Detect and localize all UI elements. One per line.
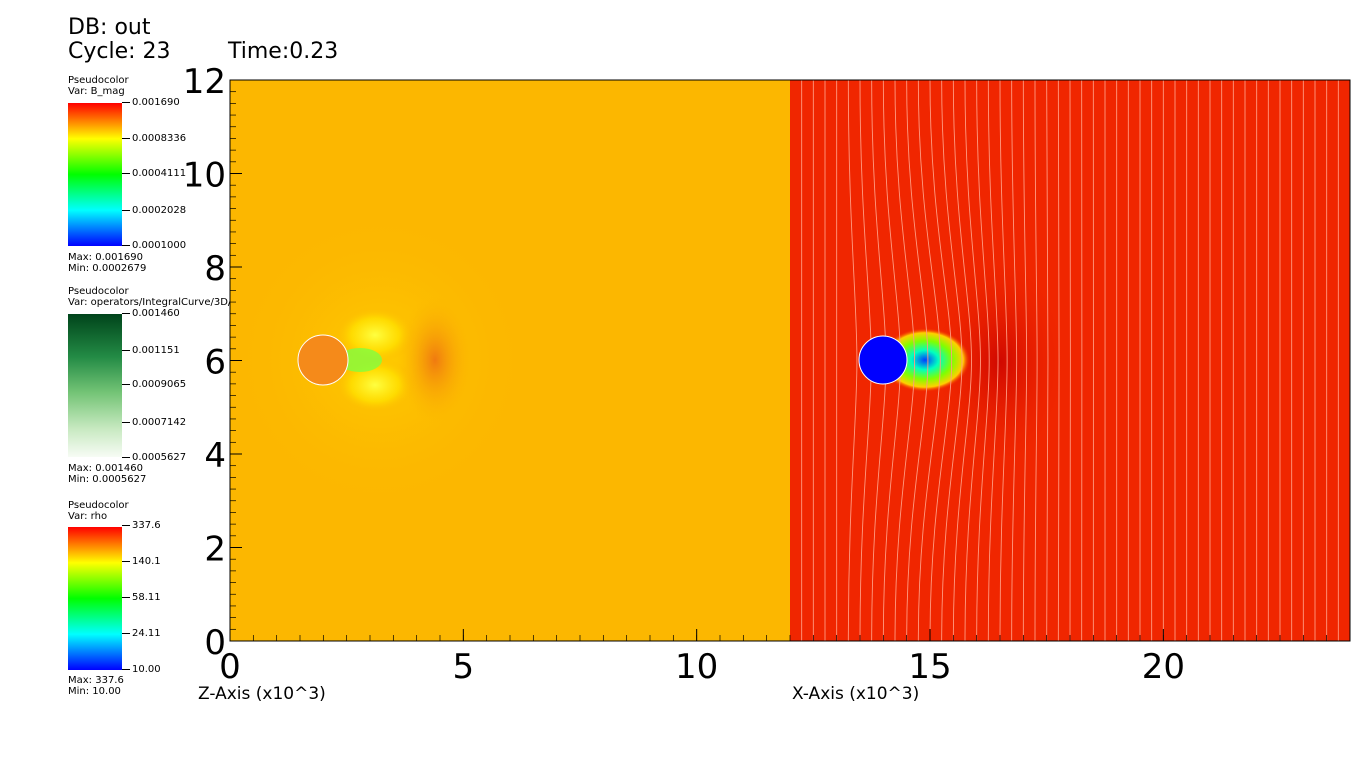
left-orange-lobe	[397, 295, 473, 425]
right-obstacle	[858, 335, 908, 385]
legend-tick: 10.00	[122, 665, 161, 675]
legend-min: Min: 0.0005627	[68, 474, 147, 485]
cycle-label: Cycle: 23	[68, 39, 171, 64]
legend-tick: 0.001460	[122, 309, 180, 319]
legend-max: Max: 0.001690	[68, 252, 143, 263]
streamline	[906, 80, 929, 641]
x-tick-label: 15	[908, 647, 951, 687]
y-tick-label: 4	[204, 436, 226, 476]
left-wake-core	[338, 348, 382, 372]
legend-min: Min: 10.00	[68, 686, 121, 697]
legend-plot-type: Pseudocolor	[68, 500, 129, 511]
legend-max: Max: 337.6	[68, 675, 124, 686]
streamline	[1046, 80, 1049, 641]
legend-min: Min: 0.0002679	[68, 263, 147, 274]
y-tick-label: 0	[204, 623, 226, 663]
streamline	[1022, 80, 1028, 641]
streamline	[987, 80, 999, 641]
streamline	[847, 80, 858, 641]
legend-tick: 0.0007142	[122, 418, 186, 428]
database-label: DB: out	[68, 15, 151, 40]
x-axis-label-right: X-Axis (x10^3)	[792, 684, 919, 704]
streamline	[894, 80, 915, 641]
streamline	[941, 80, 963, 641]
streamline	[1034, 80, 1038, 641]
legend-tick: 0.0009065	[122, 380, 186, 390]
legend-var: Var: B_mag	[68, 86, 125, 97]
legend-tick: 0.001151	[122, 346, 180, 356]
x-tick-label: 5	[453, 647, 475, 687]
streamline	[929, 80, 953, 641]
legend-plot-type: Pseudocolor	[68, 75, 129, 86]
legend-tick: 0.0004111	[122, 169, 186, 179]
y-tick-label: 12	[183, 62, 226, 102]
legend-var: Var: rho	[68, 511, 108, 522]
legend-tick: 0.001690	[122, 98, 180, 108]
legend-tick: 0.0008336	[122, 134, 186, 144]
y-tick-label: 6	[204, 343, 226, 383]
legend-plot-type: Pseudocolor	[68, 286, 129, 297]
y-tick-label: 10	[183, 156, 226, 196]
time-label: Time:0.23	[228, 39, 339, 64]
legend-tick: 0.0002028	[122, 206, 186, 216]
streamline	[976, 80, 990, 641]
streamline	[1057, 80, 1060, 641]
axes: 0 2 4 6 8 10 12 0 5 10 15 20	[183, 62, 1351, 687]
legend-tick: 0.0001000	[122, 241, 186, 251]
x-tick-label: 10	[675, 647, 718, 687]
legend-colorbar	[68, 103, 122, 246]
x-tick-label: 0	[219, 647, 241, 687]
legend-colorbar	[68, 527, 122, 670]
legend-colorbar	[68, 314, 122, 457]
streamline	[1011, 80, 1018, 641]
legend-tick: 0.0005627	[122, 453, 186, 463]
streamline	[999, 80, 1008, 641]
legend-tick: 140.1	[122, 557, 161, 567]
x-axis-label-left: Z-Axis (x10^3)	[198, 684, 326, 704]
legend-tick: 337.6	[122, 521, 161, 531]
x-tick-label: 20	[1142, 647, 1185, 687]
legend-tick: 58.11	[122, 593, 161, 603]
legend-tick: 24.11	[122, 629, 161, 639]
y-tick-label: 8	[204, 249, 226, 289]
legend-var: Var: operators/IntegralCurve/3D/B	[68, 297, 239, 308]
right-wake	[880, 328, 970, 392]
legend-max: Max: 0.001460	[68, 463, 143, 474]
streamline	[917, 80, 941, 641]
streamline	[964, 80, 981, 641]
right-compression	[930, 252, 1070, 472]
y-tick-label: 2	[204, 530, 226, 570]
streamline	[952, 80, 972, 641]
left-obstacle	[297, 334, 349, 386]
